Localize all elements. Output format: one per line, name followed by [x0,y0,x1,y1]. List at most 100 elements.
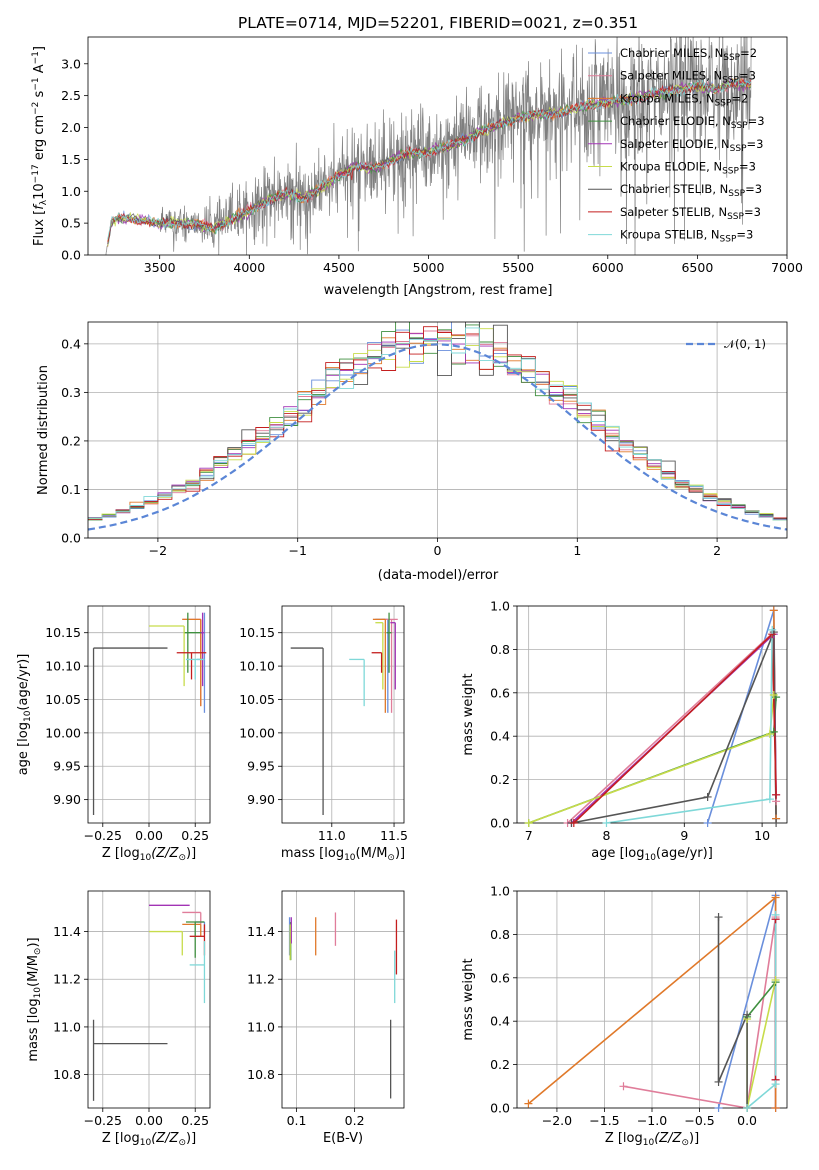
label-part: (age/yr)] [656,846,713,861]
x-tick-label: −2.0 [542,1113,572,1128]
y-tick-label: 11.4 [53,924,81,939]
x-tick-label: 5500 [502,260,534,275]
label-part: Chabrier STELIB, N [620,182,728,196]
age_vs_Z-panel: −0.25 0.00 0.25 9.90 9.95 10.00 10.05 10.10 10.1… [16,605,211,863]
label-part: λ [39,199,49,205]
y-tick-label: 10.15 [45,625,81,640]
label-part: 10 [140,1138,152,1148]
model-spectrum [107,79,752,240]
label-part: SSP [722,76,739,86]
label-part: f [32,203,47,210]
y-tick-label: 9.95 [53,759,81,774]
x-axis-label: wavelength [Angstrom, rest frame] [324,283,553,298]
x-tick-label: −0.25 [84,1113,122,1128]
label-part: )] [186,846,196,861]
label-part: =2 [740,46,757,60]
y-tick-label: 9.95 [247,759,275,774]
weight-marker [768,625,777,634]
y-tick-label: 0.1 [61,482,81,497]
x-axis-label: Z [log10(Z/Z⊙)] [102,846,196,863]
legend-label: Chabrier MILES, NSSP=2 [620,46,757,63]
weight-marker [714,1104,723,1112]
y-tick-label: 11.2 [53,972,81,987]
y-tick-label: 1.0 [490,599,510,614]
x-tick-label: −2 [149,543,167,558]
y-tick-label: 0.4 [61,336,81,351]
y-tick-label: 11.2 [247,972,275,987]
label-part: ⊙ [387,853,395,863]
weight-marker [771,975,780,984]
label-part: )] [395,846,405,861]
x-tick-label: −1.0 [637,1113,667,1128]
label-part: 10 [33,987,43,999]
weight-marker [771,910,780,919]
label-part: SSP [731,121,748,131]
label-part: Kroupa MILES, N [620,91,715,105]
x-tick-label: 0.2 [345,1113,365,1128]
y-tick-label: 0.8 [490,642,510,657]
weight-marker [703,792,712,801]
y-tick-label: 0.2 [490,1057,510,1072]
label-part: −17 [31,164,41,183]
y-tick-label: 0.0 [490,1101,510,1116]
y-tick-label: 10.8 [53,1067,81,1082]
legend-label: Salpeter MILES, NSSP=3 [620,69,756,86]
label-part: (M/M [356,846,388,861]
y-tick-label: 10.8 [247,1067,275,1082]
x-axis-label: Z [log10(Z/Z⊙)] [102,1131,196,1148]
axes-frame [516,605,788,824]
label-part: Salpeter ELODIE, N [620,137,730,151]
y-axis-label: Flux [fλ10−17 erg cm−2 s−1 A−1] [31,46,49,246]
label-part: SSP [730,144,747,154]
label-part: )] [186,1131,196,1146]
x-tick-label: 0.0 [737,1113,757,1128]
axes-frame [281,890,405,1109]
y-axis-label: Normed distribution [36,365,51,495]
label-part: Z [log [102,846,140,861]
plot-area [92,612,207,815]
legend-label: Salpeter ELODIE, NSSP=3 [620,137,763,154]
label-part: =3 [739,160,756,174]
label-part: =2 [731,91,748,105]
y-tick-label: 0.8 [490,927,510,942]
label-part: (Z/Z [151,1131,179,1146]
label-part: SSP [720,235,737,245]
x-tick-label: 10 [754,828,770,843]
x-axis-label: mass [log10(M/M⊙)] [281,846,405,863]
x-tick-label: −1 [288,543,306,558]
x-tick-label: 4500 [323,260,355,275]
y-tick-label: 11.4 [247,924,275,939]
label-part: Salpeter MILES, N [620,69,722,83]
weight-marker [703,819,712,827]
label-part: )] [26,937,41,947]
label-part: Z [log [605,1131,643,1146]
y-tick-label: 0.4 [490,1014,510,1029]
y-tick-label: 9.90 [247,792,275,807]
axes: −2.0 −1.5 −1.0 −0.5 0.0 0.0 0.2 0.4 0.6 0.8 1.0 Z [… [461,884,788,1148]
x-tick-label: 9 [680,828,688,843]
y-tick-label: 10.05 [239,692,275,707]
x-tick-label: 2 [713,543,721,558]
label-part: SSP [728,189,745,199]
normal-curve [88,343,787,531]
histogram-steps [88,327,787,521]
y-tick-label: 1.5 [61,152,81,167]
y-tick-label: 0.0 [61,531,81,546]
weight-marker [602,819,611,827]
label-part: 10 [140,853,152,863]
weight_vs_Z-panel: −2.0 −1.5 −1.0 −0.5 0.0 0.0 0.2 0.4 0.6 0.8 1.0 Z [… [461,884,788,1148]
x-tick-label: 3500 [144,260,176,275]
axes: −2 −1 0 1 2 0.0 0.1 0.2 0.3 0.4 (data-model)/error… [36,321,788,583]
axes: 0.1 0.2 10.8 11.0 11.2 11.4 E(B-V) [247,890,405,1146]
label-part: 10 [643,1138,655,1148]
x-tick-label: 6500 [681,260,713,275]
label-part: age [log [591,846,644,861]
y-axis-label: age [log10(age/yr)] [16,654,33,776]
y-tick-label: 0.0 [490,816,510,831]
label-part: Flux [ [32,210,47,246]
label-part: =3 [739,69,756,83]
weight-marker [743,1010,752,1019]
x-tick-label: 11.0 [318,828,346,843]
